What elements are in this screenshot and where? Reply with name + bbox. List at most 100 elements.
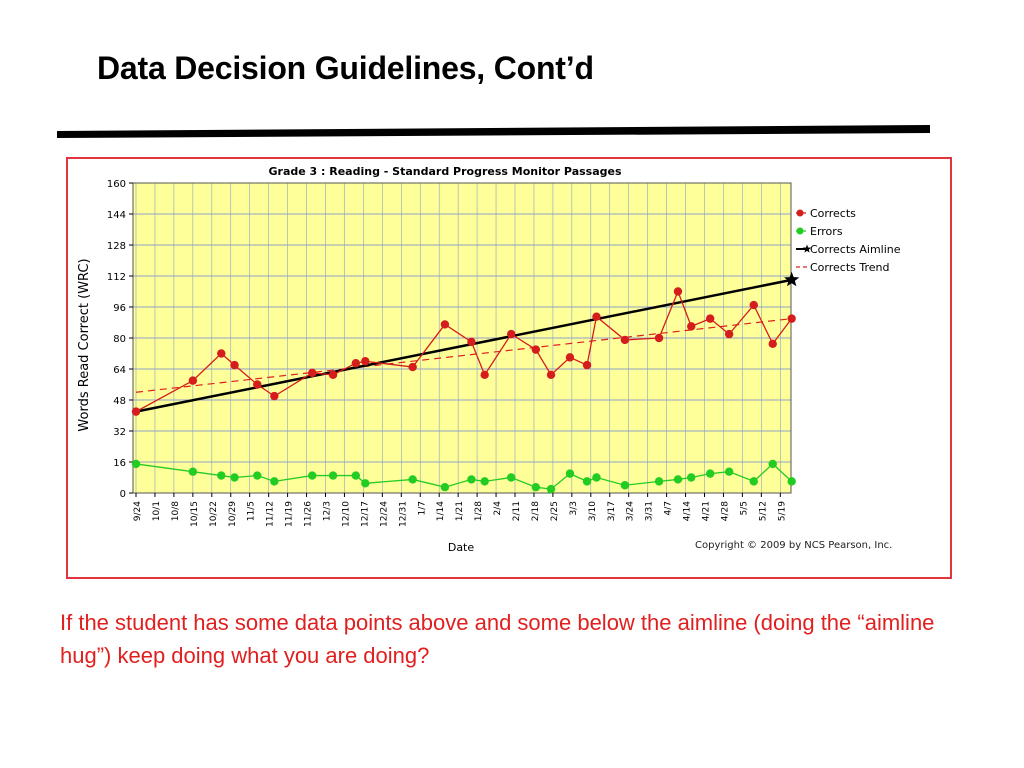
- x-tick-label: 10/8: [171, 501, 181, 521]
- x-tick-label: 12/31: [398, 501, 408, 527]
- legend-aimline-star: [802, 244, 812, 253]
- errors-point: [531, 482, 541, 492]
- errors-point: [768, 459, 777, 469]
- corrects-point: [480, 370, 489, 380]
- y-tick-label: 32: [113, 427, 126, 438]
- errors-point: [582, 477, 592, 486]
- aimline-end-star: [784, 271, 800, 287]
- corrects-point: [131, 407, 141, 416]
- trend-line: [135, 318, 792, 393]
- errors-point: [654, 477, 664, 486]
- errors-point: [440, 482, 450, 492]
- y-tick-label: 16: [113, 458, 126, 469]
- y-tick-label: 80: [113, 334, 126, 345]
- x-tick-label: 4/14: [683, 501, 693, 521]
- corrects-point: [565, 353, 575, 362]
- x-tick-label: 5/12: [758, 501, 768, 521]
- corrects-point: [270, 391, 279, 401]
- x-tick-label: 2/18: [531, 501, 541, 521]
- x-tick-label: 1/21: [455, 501, 465, 521]
- x-tick-label: 1/28: [474, 501, 484, 521]
- legend-label: Corrects Trend: [810, 261, 889, 274]
- errors-point: [705, 469, 715, 478]
- x-tick-label: 10/1: [152, 501, 162, 521]
- x-tick-label: 12/24: [379, 501, 389, 527]
- slide-caption: If the student has some data points abov…: [60, 610, 935, 668]
- y-tick-label: 48: [113, 396, 126, 407]
- x-tick-label: 11/12: [266, 501, 276, 527]
- corrects-point: [253, 380, 262, 389]
- corrects-point: [308, 368, 317, 378]
- errors-point: [361, 479, 370, 488]
- x-tick-label: 3/10: [588, 501, 598, 521]
- slide-title: Data Decision Guidelines, Cont’d: [97, 50, 594, 86]
- errors-point: [673, 475, 683, 484]
- grid-lines: [132, 182, 792, 494]
- x-tick-label: 3/17: [607, 501, 617, 521]
- x-tick-label: 9/24: [133, 501, 143, 521]
- legend-corrects-marker: [796, 209, 804, 217]
- corrects-point: [768, 339, 777, 349]
- corrects-point: [507, 329, 516, 339]
- x-tick-label: 1/14: [436, 501, 446, 521]
- copyright-note: Copyright © 2009 by NCS Pearson, Inc.: [695, 540, 893, 551]
- corrects-point: [217, 349, 226, 358]
- corrects-point: [582, 360, 592, 370]
- errors-point: [724, 467, 734, 476]
- x-tick-label: 3/3: [569, 501, 579, 515]
- y-tick-label: 160: [107, 179, 126, 190]
- corrects-point: [787, 314, 796, 323]
- y-axis-ticks: 0 16 32 48 64 80 96 112 128 144 160: [107, 179, 133, 500]
- x-tick-label: 12/17: [360, 501, 370, 527]
- errors-point: [467, 475, 476, 484]
- errors-point: [787, 477, 796, 486]
- corrects-point: [440, 320, 450, 329]
- x-tick-label: 4/21: [702, 501, 712, 521]
- errors-point: [217, 471, 226, 480]
- corrects-point: [673, 287, 683, 296]
- corrects-point: [592, 312, 601, 321]
- x-axis-label: Date: [448, 541, 475, 554]
- x-tick-label: 11/5: [247, 501, 257, 521]
- x-tick-label: 3/24: [626, 501, 636, 521]
- progress-chart: 0 16 32 48 64 80 96 112 128 144 160 9/24 10/1 10/8 10…: [77, 165, 901, 554]
- errors-point: [749, 477, 758, 486]
- x-tick-label: 12/10: [341, 501, 351, 527]
- errors-point: [592, 473, 601, 482]
- errors-point: [687, 473, 696, 482]
- x-tick-label: 1/7: [417, 501, 427, 515]
- y-tick-label: 128: [107, 241, 126, 252]
- x-tick-label: 2/11: [512, 501, 522, 521]
- errors-point: [328, 471, 338, 480]
- errors-point: [308, 471, 317, 480]
- x-tick-label: 4/28: [720, 501, 730, 521]
- x-tick-label: 10/22: [209, 501, 219, 527]
- chart-frame: 0 16 32 48 64 80 96 112 128 144 160 9/24 10/1 10/8 10…: [66, 157, 952, 579]
- legend-errors-marker: [796, 227, 804, 235]
- x-tick-label: 5/19: [777, 501, 787, 521]
- corrects-point: [620, 335, 630, 345]
- x-tick-label: 2/25: [550, 501, 560, 521]
- x-tick-label: 11/26: [304, 501, 314, 527]
- y-tick-label: 64: [113, 365, 126, 376]
- legend-label: Corrects: [810, 207, 856, 220]
- y-tick-label: 96: [113, 303, 126, 314]
- errors-point: [507, 473, 516, 482]
- errors-point: [351, 471, 361, 480]
- x-tick-label: 12/3: [323, 501, 333, 521]
- corrects-point: [408, 362, 417, 372]
- series-points: [131, 271, 800, 494]
- corrects-point: [351, 358, 361, 368]
- corrects-point: [654, 333, 664, 343]
- x-tick-label: 10/29: [228, 501, 238, 527]
- corrects-point: [724, 329, 734, 339]
- x-tick-label: 11/19: [285, 501, 295, 527]
- y-axis-label: Words Read Correct (WRC): [77, 258, 92, 431]
- errors-point: [188, 467, 198, 476]
- chart-title: Grade 3 : Reading - Standard Progress Mo…: [268, 165, 621, 178]
- y-tick-label: 112: [107, 272, 126, 283]
- y-tick-label: 144: [107, 210, 126, 221]
- legend-label: Corrects Aimline: [810, 243, 901, 256]
- x-tick-label: 2/4: [493, 501, 503, 516]
- errors-point: [620, 481, 630, 490]
